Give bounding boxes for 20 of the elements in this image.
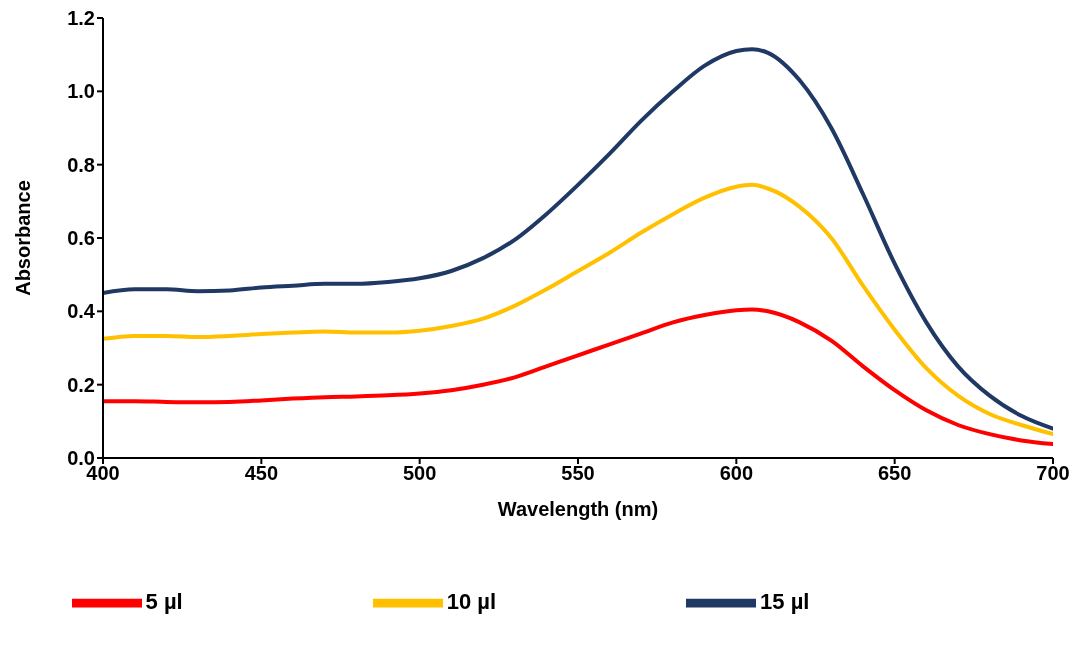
- legend-label: 5 µl: [145, 588, 183, 614]
- x-tick-label: 650: [877, 462, 912, 485]
- y-tick-label: 0.4: [67, 300, 96, 323]
- y-tick-label: 1.0: [67, 80, 95, 103]
- y-tick-label: 0.6: [67, 227, 95, 250]
- line-series: [103, 47, 1053, 431]
- x-tick-label: 550: [561, 462, 595, 485]
- line-series: [103, 182, 1053, 437]
- y-tick-label: 1.2: [67, 7, 95, 30]
- x-tick-label: 700: [1036, 462, 1070, 485]
- line-series: [103, 307, 1053, 447]
- x-tick-label: 500: [402, 462, 437, 485]
- legend-label: 15 µl: [760, 588, 810, 614]
- y-tick-label: 0.2: [67, 373, 95, 396]
- x-tick-label: 600: [719, 462, 754, 485]
- y-tick-label: 0.8: [67, 153, 95, 176]
- legend-label: 10 µl: [446, 588, 497, 614]
- x-axis-title: Wavelength (nm): [497, 498, 659, 520]
- y-axis-title: Absorbance: [12, 180, 35, 296]
- x-tick-label: 450: [244, 462, 279, 485]
